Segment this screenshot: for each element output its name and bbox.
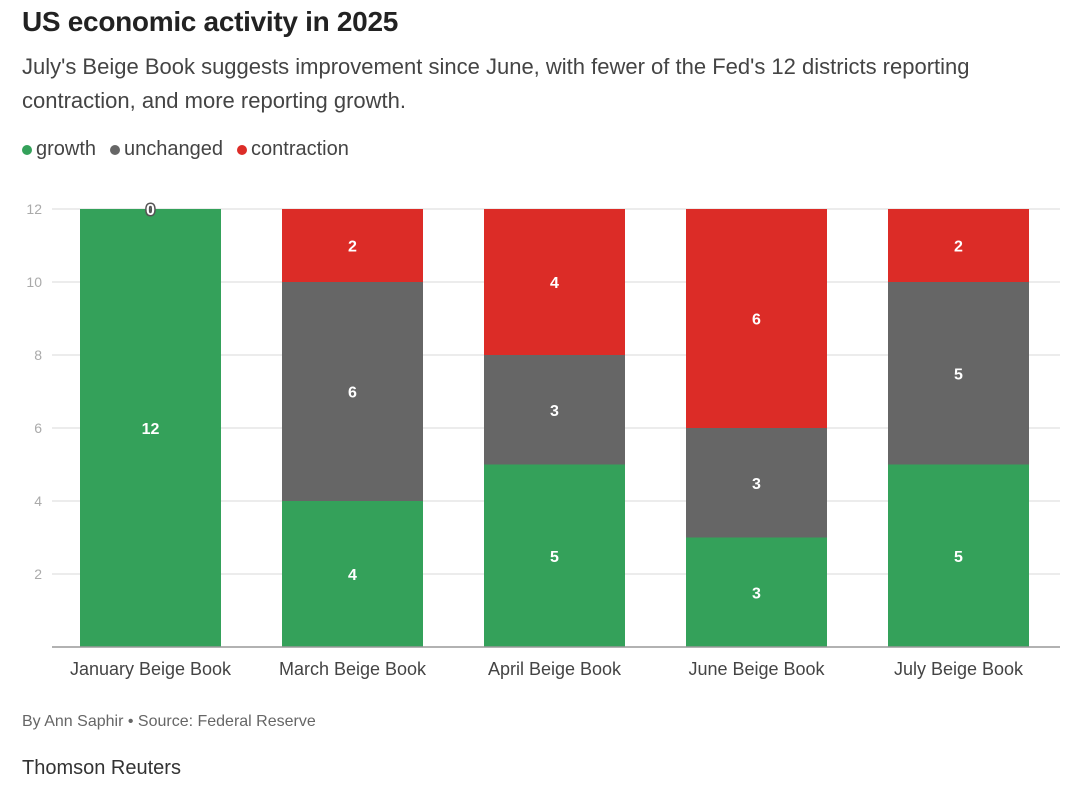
x-category-label: July Beige Book xyxy=(894,659,1024,679)
bar-segment-growth xyxy=(80,209,221,647)
x-category-label: January Beige Book xyxy=(70,659,232,679)
legend-label-contraction: contraction xyxy=(251,138,349,160)
legend-label-unchanged: unchanged xyxy=(124,138,224,160)
legend-swatch-unchanged xyxy=(110,144,121,155)
data-label-contraction: 2 xyxy=(954,239,963,256)
data-label-contraction: 6 xyxy=(752,312,761,329)
data-label-growth: 5 xyxy=(550,549,559,566)
legend: growth unchanged contraction xyxy=(22,138,349,161)
data-label-unchanged: 5 xyxy=(954,366,963,383)
y-tick-label: 2 xyxy=(34,566,42,582)
y-tick-label: 10 xyxy=(26,274,42,290)
legend-swatch-growth xyxy=(22,144,32,155)
bar-segment-unchanged xyxy=(888,282,1029,465)
legend-item-growth: growth xyxy=(22,138,96,161)
chart-subtitle: July's Beige Book suggests improvement s… xyxy=(22,54,970,113)
y-tick-label: 6 xyxy=(34,420,42,436)
x-category-label: March Beige Book xyxy=(279,659,427,679)
bar-segment-growth xyxy=(686,537,827,647)
data-label-contraction: 4 xyxy=(550,275,559,292)
data-label-contraction: 2 xyxy=(348,239,357,256)
legend-label-growth: growth xyxy=(36,138,97,160)
data-label-growth: 3 xyxy=(752,585,761,602)
bar-segment-unchanged xyxy=(484,355,625,465)
footer-brand: Thomson Reuters xyxy=(22,757,181,779)
data-label-unchanged: 6 xyxy=(348,385,357,402)
bar-segment-growth xyxy=(484,464,625,647)
y-tick-label: 8 xyxy=(34,347,42,363)
bar-segment-growth xyxy=(888,464,1029,647)
data-label-growth: 4 xyxy=(348,567,357,584)
legend-item-unchanged: unchanged xyxy=(110,138,223,161)
bar-segment-contraction xyxy=(888,209,1029,282)
y-tick-label: 4 xyxy=(34,493,42,509)
bar-segment-contraction xyxy=(686,209,827,428)
legend-item-contraction: contraction xyxy=(237,138,349,161)
y-tick-label: 12 xyxy=(26,201,42,217)
stacked-bar-chart: 2 4 6 8 10 12 12 0 January Beige Book 4 6 2 March Be… xyxy=(26,201,1060,679)
x-category-label: June Beige Book xyxy=(688,659,825,679)
bar-segment-unchanged xyxy=(282,282,423,501)
data-label-unchanged: 3 xyxy=(752,476,761,493)
data-label-unchanged: 3 xyxy=(550,403,559,420)
x-category-label: April Beige Book xyxy=(488,659,622,679)
data-label-growth: 5 xyxy=(954,549,963,566)
bar-segment-unchanged xyxy=(686,428,827,538)
bar-segment-growth xyxy=(282,501,423,647)
bar-segment-contraction xyxy=(282,209,423,282)
data-label-growth: 12 xyxy=(142,421,160,438)
data-label-contraction: 0 xyxy=(146,202,155,219)
byline: By Ann Saphir • Source: Federal Reserve xyxy=(22,713,316,730)
chart-title: US economic activity in 2025 xyxy=(22,6,398,37)
bar-segment-contraction xyxy=(484,209,625,355)
legend-swatch-contraction xyxy=(237,144,248,155)
